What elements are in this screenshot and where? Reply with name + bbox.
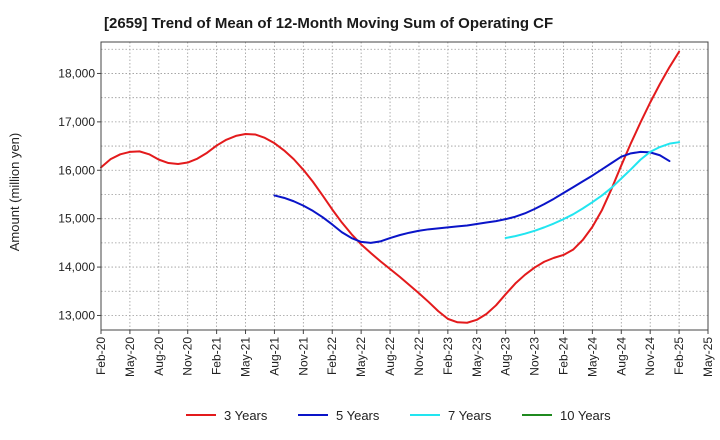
x-tick-label: Feb-22 bbox=[325, 337, 339, 375]
x-tick-label: Feb-20 bbox=[94, 337, 108, 375]
x-tick-label: May-22 bbox=[354, 337, 368, 377]
y-axis-label: Amount (million yen) bbox=[7, 133, 22, 252]
x-tick-label: Feb-25 bbox=[672, 337, 686, 375]
x-tick-label: May-23 bbox=[470, 337, 484, 377]
chart-title: [2659] Trend of Mean of 12-Month Moving … bbox=[104, 15, 553, 32]
legend-label: 5 Years bbox=[336, 408, 380, 423]
x-tick-label: Nov-21 bbox=[296, 337, 310, 376]
series-line-3-years bbox=[100, 50, 681, 324]
x-tick-label: May-24 bbox=[585, 337, 599, 377]
y-axis-ticks: 13,000 14,000 15,000 16,000 17,000 18,000 bbox=[58, 66, 101, 322]
legend-label: 7 Years bbox=[448, 408, 492, 423]
x-tick-label: Nov-22 bbox=[412, 337, 426, 376]
series-line-5-years bbox=[273, 150, 671, 244]
x-tick-label: May-21 bbox=[239, 337, 253, 377]
legend-label: 3 Years bbox=[224, 408, 268, 423]
y-tick-label: 16,000 bbox=[58, 163, 95, 177]
y-tick-label: 15,000 bbox=[58, 212, 95, 226]
x-axis-ticks: Feb-20 May-20 Aug-20 Nov-20 Feb-21 May-21 Aug-… bbox=[94, 330, 715, 377]
y-tick-label: 18,000 bbox=[58, 66, 95, 80]
x-tick-label: Nov-24 bbox=[643, 337, 657, 376]
x-tick-label: Aug-20 bbox=[152, 337, 166, 376]
x-tick-label: Nov-20 bbox=[181, 337, 195, 376]
x-tick-label: May-20 bbox=[123, 337, 137, 377]
x-tick-label: Feb-24 bbox=[556, 337, 570, 375]
x-tick-label: Aug-22 bbox=[383, 337, 397, 376]
x-tick-label: Feb-21 bbox=[210, 337, 224, 375]
x-tick-label: Aug-24 bbox=[614, 337, 628, 376]
legend-label: 10 Years bbox=[560, 408, 611, 423]
x-tick-label: May-25 bbox=[701, 337, 715, 377]
grid-lines bbox=[100, 42, 709, 330]
series-line-7-years bbox=[504, 141, 681, 240]
x-tick-label: Nov-23 bbox=[528, 337, 542, 376]
x-tick-label: Feb-23 bbox=[441, 337, 455, 375]
y-tick-label: 14,000 bbox=[58, 260, 95, 274]
plot-area-frame bbox=[100, 41, 709, 331]
y-tick-label: 13,000 bbox=[58, 308, 95, 322]
legend: 3 Years 5 Years 7 Years 10 Years bbox=[186, 408, 611, 423]
y-tick-label: 17,000 bbox=[58, 115, 95, 129]
x-tick-label: Aug-23 bbox=[499, 337, 513, 376]
series-lines bbox=[100, 50, 681, 324]
x-tick-label: Aug-21 bbox=[267, 337, 281, 376]
